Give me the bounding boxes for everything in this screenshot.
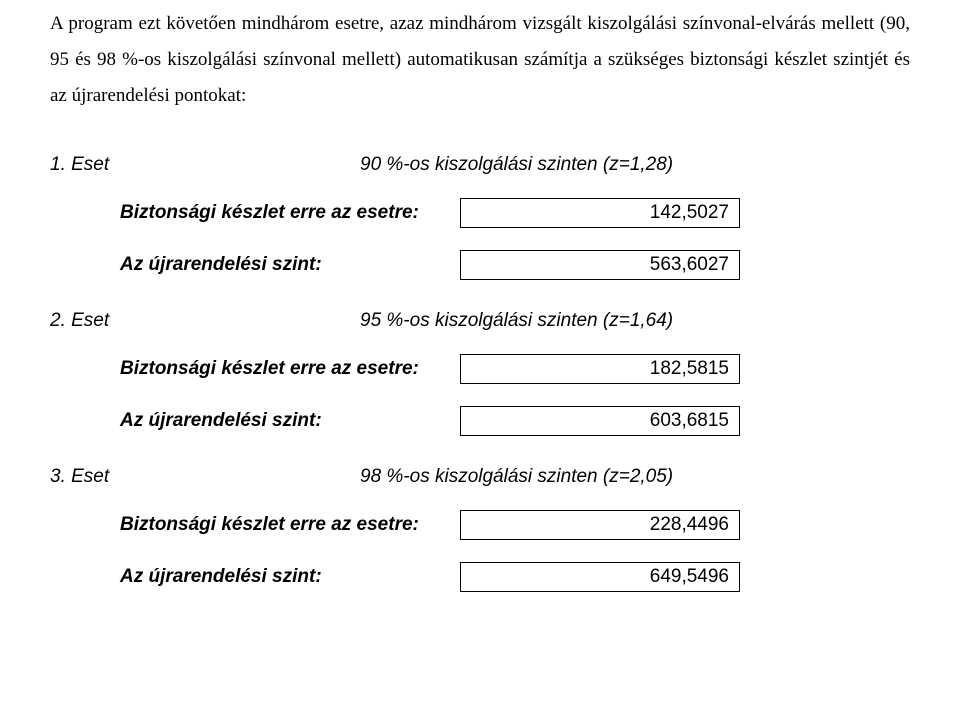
case-block: 1. Eset 90 %-os kiszolgálási szinten (z=… — [50, 154, 910, 280]
case-number: 2. Eset — [50, 310, 360, 332]
case-title: 98 %-os kiszolgálási szinten (z=2,05) — [360, 466, 910, 488]
reorder-point-value: 649,5496 — [460, 562, 740, 592]
safety-stock-row: Biztonsági készlet erre az esetre: 228,4… — [120, 510, 910, 540]
case-heading: 3. Eset 98 %-os kiszolgálási szinten (z=… — [50, 466, 910, 488]
safety-stock-row: Biztonsági készlet erre az esetre: 182,5… — [120, 354, 910, 384]
case-number: 1. Eset — [50, 154, 360, 176]
case-block: 3. Eset 98 %-os kiszolgálási szinten (z=… — [50, 466, 910, 592]
case-number: 3. Eset — [50, 466, 360, 488]
case-heading: 1. Eset 90 %-os kiszolgálási szinten (z=… — [50, 154, 910, 176]
safety-stock-label: Biztonsági készlet erre az esetre: — [120, 357, 460, 381]
reorder-point-row: Az újrarendelési szint: 649,5496 — [120, 562, 910, 592]
safety-stock-label: Biztonsági készlet erre az esetre: — [120, 513, 460, 537]
safety-stock-value: 182,5815 — [460, 354, 740, 384]
document-page: A program ezt követően mindhárom esetre,… — [0, 0, 960, 642]
reorder-point-label: Az újrarendelési szint: — [120, 253, 460, 277]
reorder-point-value: 603,6815 — [460, 406, 740, 436]
reorder-point-label: Az újrarendelési szint: — [120, 409, 460, 433]
case-title: 90 %-os kiszolgálási szinten (z=1,28) — [360, 154, 910, 176]
safety-stock-value: 142,5027 — [460, 198, 740, 228]
case-heading: 2. Eset 95 %-os kiszolgálási szinten (z=… — [50, 310, 910, 332]
reorder-point-label: Az újrarendelési szint: — [120, 565, 460, 589]
safety-stock-row: Biztonsági készlet erre az esetre: 142,5… — [120, 198, 910, 228]
intro-paragraph: A program ezt követően mindhárom esetre,… — [50, 6, 910, 114]
case-block: 2. Eset 95 %-os kiszolgálási szinten (z=… — [50, 310, 910, 436]
safety-stock-label: Biztonsági készlet erre az esetre: — [120, 201, 460, 225]
case-title: 95 %-os kiszolgálási szinten (z=1,64) — [360, 310, 910, 332]
reorder-point-row: Az újrarendelési szint: 563,6027 — [120, 250, 910, 280]
safety-stock-value: 228,4496 — [460, 510, 740, 540]
reorder-point-row: Az újrarendelési szint: 603,6815 — [120, 406, 910, 436]
reorder-point-value: 563,6027 — [460, 250, 740, 280]
